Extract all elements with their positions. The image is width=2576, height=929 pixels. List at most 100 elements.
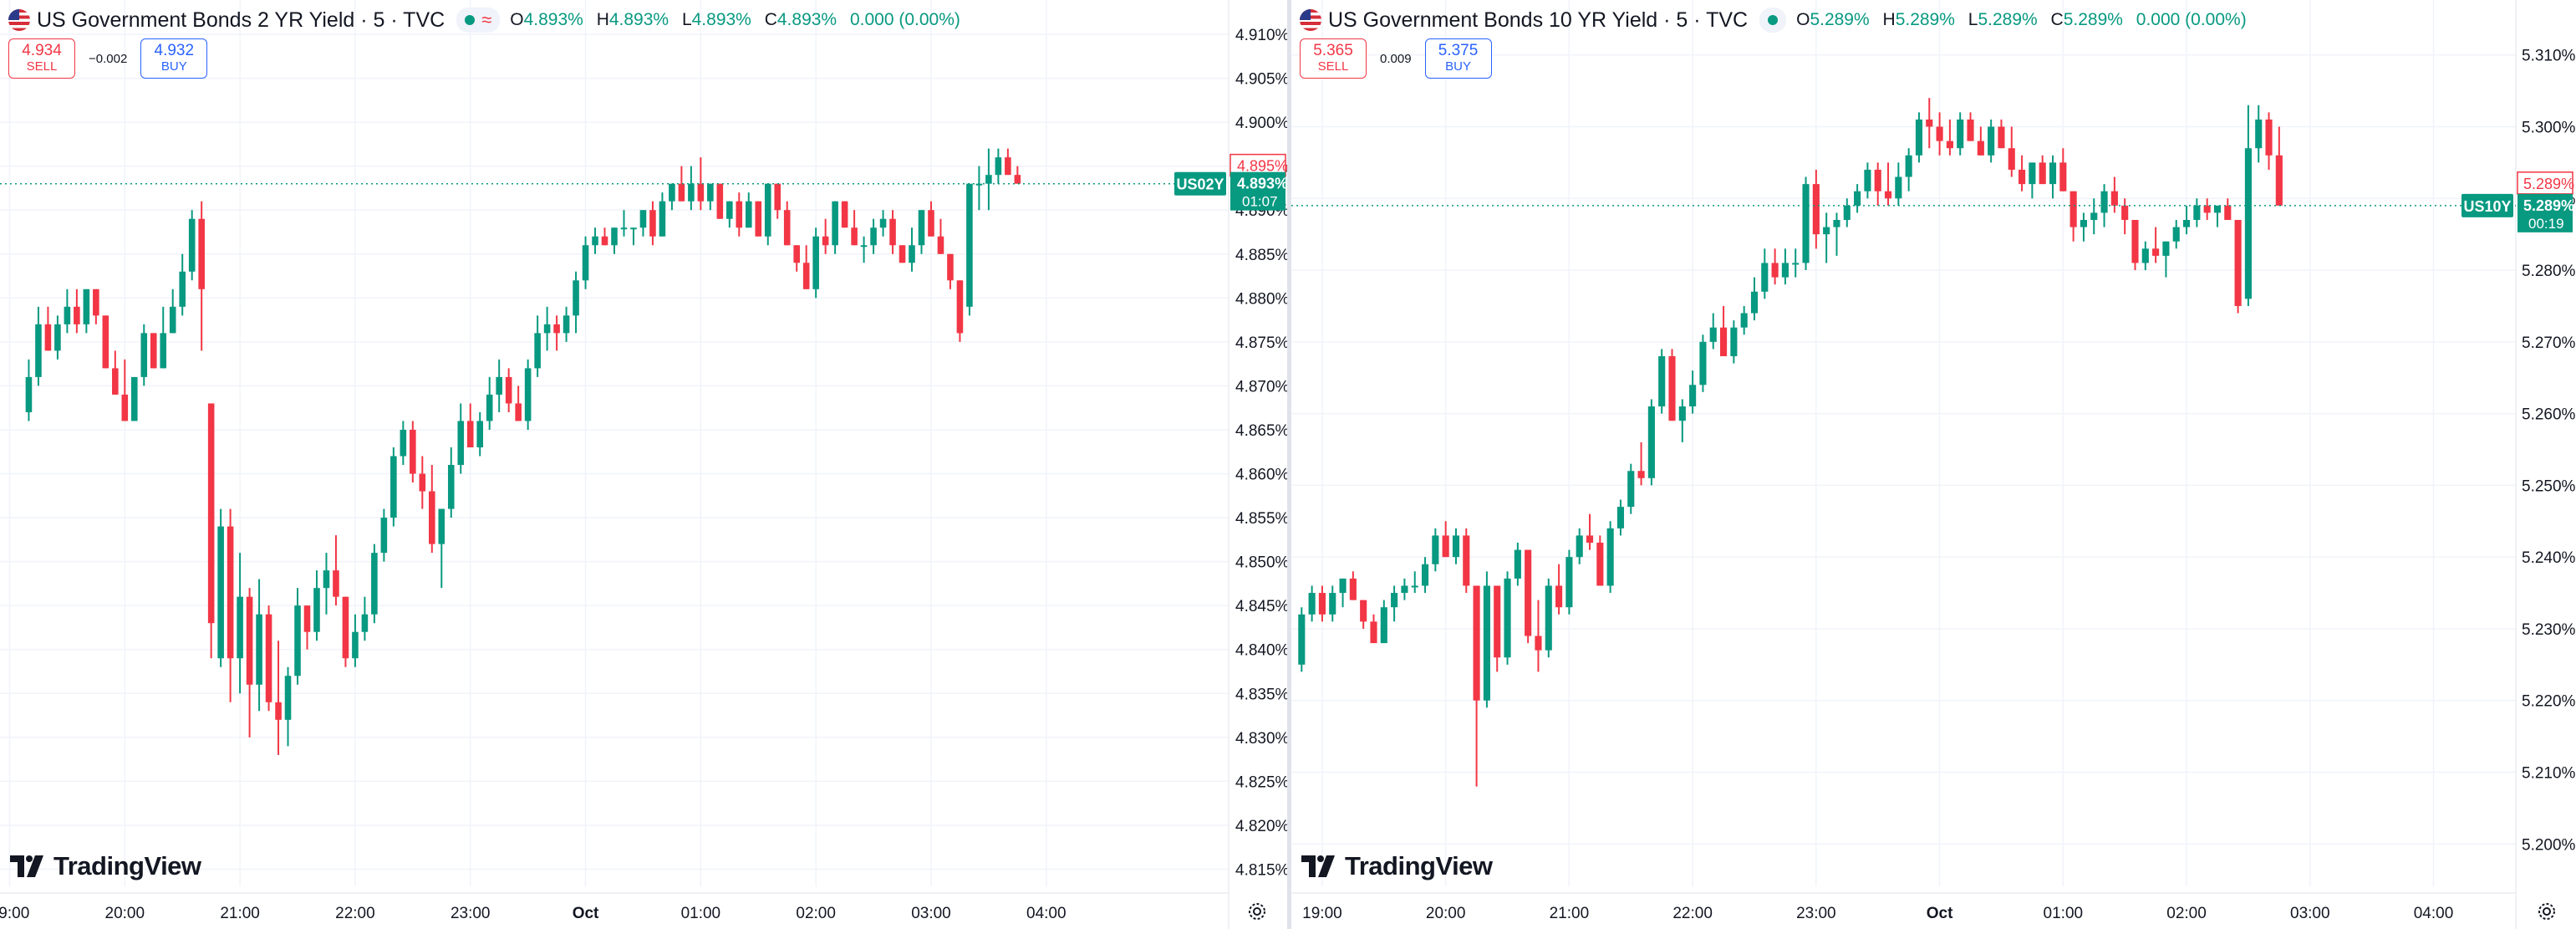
candle-body	[390, 456, 397, 518]
candlestick-chart-10yr[interactable]: 5.310%5.300%5.290%5.280%5.270%5.260%5.25…	[1291, 0, 2576, 929]
candle-body	[822, 236, 829, 246]
candle-body	[2131, 220, 2139, 263]
settings-gear-icon[interactable]	[2537, 901, 2557, 921]
candle-body	[466, 421, 474, 447]
open-label: O	[1796, 10, 1810, 29]
high-value: 5.289%	[1895, 10, 1955, 29]
candle-body	[1401, 585, 1408, 594]
tradingview-logo-icon	[1301, 855, 1335, 877]
delayed-wave-icon: ≈	[481, 9, 492, 30]
candle-body	[1833, 220, 1840, 227]
candle-body	[198, 218, 205, 289]
candle-body	[1905, 155, 1912, 177]
candle-body	[841, 201, 848, 228]
us-flag-icon	[8, 9, 30, 31]
symbol-tag: US10Y	[2463, 198, 2511, 215]
x-tick-label: 04:00	[2414, 905, 2454, 922]
low-value: 5.289%	[1978, 10, 2038, 29]
buy-price: 4.932	[154, 42, 195, 60]
y-tick-label: 5.310%	[2522, 48, 2576, 65]
candle-body	[1709, 327, 1717, 342]
y-tick-label: 4.885%	[1235, 247, 1290, 264]
candle-body	[2275, 155, 2283, 206]
y-tick-label: 4.850%	[1235, 554, 1290, 572]
candle-body	[102, 315, 109, 369]
change-value: 0.000 (0.00%)	[849, 10, 960, 29]
market-status-pill[interactable]	[1759, 8, 1787, 33]
candle-body	[1360, 600, 1367, 622]
settings-gear-icon[interactable]	[1247, 901, 1267, 921]
close-label: C	[764, 10, 777, 29]
y-tick-label: 4.905%	[1235, 71, 1290, 89]
ohlc-legend: O5.289% H5.289% L5.289% C5.289% 0.000 (0…	[1796, 10, 2255, 30]
candle-body	[130, 376, 138, 421]
candle-body	[1504, 578, 1511, 658]
countdown-label: 00:19	[2528, 216, 2564, 232]
x-tick-label: 01:00	[2044, 905, 2084, 922]
candle-body	[909, 245, 915, 263]
candle-body	[1596, 543, 1604, 586]
x-tick-label: 21:00	[1550, 905, 1590, 922]
candle-body	[1525, 549, 1532, 636]
brand-name: TradingView	[1345, 851, 1493, 881]
spread-value: 0.009	[1380, 51, 1412, 66]
candle-body	[1792, 263, 1800, 265]
us-flag-icon	[1300, 9, 1321, 31]
ohlc-legend: O4.893% H4.893% L4.893% C4.893% 0.000 (0…	[510, 10, 969, 30]
candle-body	[1689, 385, 1697, 407]
candle-body	[543, 324, 551, 334]
y-tick-label: 5.270%	[2522, 334, 2576, 352]
market-status-pill[interactable]: ≈	[456, 8, 501, 33]
candle-body	[160, 333, 167, 369]
candle-body	[2182, 220, 2191, 227]
candle-body	[486, 394, 493, 421]
candle-body	[2162, 241, 2170, 256]
candle-body	[1761, 263, 1769, 292]
y-tick-label: 4.855%	[1235, 510, 1290, 528]
last-price-label: 4.893%	[1237, 176, 1288, 192]
candle-body	[1771, 263, 1779, 278]
candle-body	[207, 403, 215, 624]
candle-body	[284, 676, 292, 720]
y-tick-label: 4.875%	[1235, 334, 1290, 352]
open-value: 4.893%	[523, 10, 583, 29]
candle-body	[736, 201, 743, 228]
last-price-box	[2517, 193, 2573, 232]
candle-body	[2059, 162, 2067, 191]
sell-label: SELL	[26, 59, 58, 74]
tradingview-logo[interactable]: TradingView	[1301, 851, 1493, 881]
buy-button[interactable]: 5.375 BUY	[1424, 38, 1492, 79]
symbol-title[interactable]: US Government Bonds 10 YR Yield · 5 · TV…	[1328, 8, 1749, 32]
x-tick-label: 21:00	[220, 905, 260, 922]
candle-body	[2069, 191, 2077, 227]
sell-button[interactable]: 5.365 SELL	[1300, 38, 1367, 79]
buy-label: BUY	[160, 59, 187, 74]
candle-body	[1730, 327, 1738, 356]
x-tick-label: 19:00	[0, 905, 29, 922]
low-value: 4.893%	[691, 10, 751, 29]
x-tick-label: 22:00	[335, 905, 375, 922]
trade-buttons: 5.365 SELL 0.009 5.375 BUY	[1300, 38, 1492, 79]
candlestick-chart-2yr[interactable]: 4.910%4.905%4.900%4.895%4.890%4.885%4.88…	[0, 0, 1290, 929]
candle-body	[1637, 471, 1645, 478]
candle-body	[150, 333, 157, 369]
candle-body	[2039, 162, 2046, 185]
tradingview-logo[interactable]: TradingView	[10, 851, 201, 881]
candle-body	[688, 183, 695, 202]
candle-body	[1936, 126, 1943, 141]
open-value: 5.289%	[1810, 10, 1870, 29]
panel-divider[interactable]	[1287, 0, 1291, 929]
candle-body	[918, 210, 925, 246]
symbol-title[interactable]: US Government Bonds 2 YR Yield · 5 · TVC	[37, 8, 445, 32]
candle-body	[2008, 148, 2015, 170]
chart-panel-2yr[interactable]: 4.910%4.905%4.900%4.895%4.890%4.885%4.88…	[0, 0, 1290, 929]
y-tick-label: 4.900%	[1235, 115, 1290, 132]
candle-body	[755, 201, 762, 237]
y-tick-label: 4.910%	[1235, 27, 1290, 44]
symbol-tag-box	[2461, 193, 2513, 217]
chart-panel-10yr[interactable]: 5.310%5.300%5.290%5.280%5.270%5.260%5.25…	[1291, 0, 2576, 929]
candle-body	[505, 376, 512, 404]
buy-button[interactable]: 4.932 BUY	[140, 38, 208, 79]
candle-body	[985, 175, 992, 184]
sell-button[interactable]: 4.934 SELL	[8, 38, 75, 79]
